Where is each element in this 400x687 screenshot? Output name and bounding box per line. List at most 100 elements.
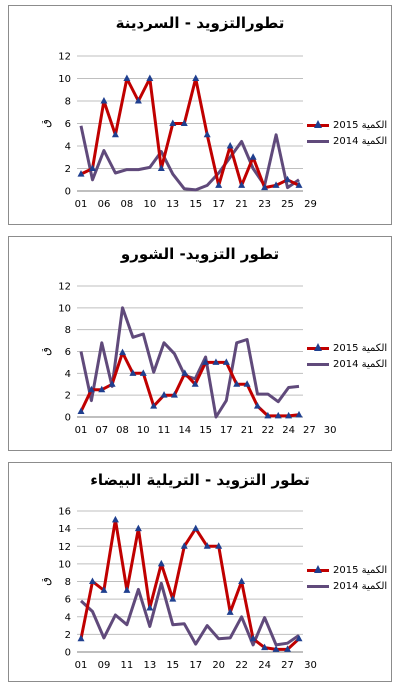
data-point-2015 bbox=[295, 634, 303, 642]
data-point-2015 bbox=[160, 391, 168, 398]
x-tick-label: 14 bbox=[178, 425, 191, 436]
x-tick-label: 29 bbox=[304, 199, 317, 210]
x-tick-label: 07 bbox=[95, 425, 108, 436]
x-tick-label: 01 bbox=[75, 199, 88, 210]
y-tick-label: 2 bbox=[65, 391, 71, 402]
y-tick-label: 14 bbox=[58, 524, 71, 535]
y-tick-label: 12 bbox=[58, 542, 71, 553]
data-point-2015 bbox=[129, 369, 137, 376]
x-tick-label: 10 bbox=[143, 199, 156, 210]
legend-label-2014: 2014 الكمية bbox=[333, 135, 388, 147]
x-tick-label: 09 bbox=[98, 660, 111, 671]
legend-swatch-2015 bbox=[307, 120, 329, 130]
data-point-2015 bbox=[222, 358, 230, 365]
x-tick-label: 21 bbox=[235, 199, 248, 210]
y-axis-label: ق bbox=[39, 347, 52, 356]
data-point-2015 bbox=[180, 542, 188, 549]
legend-swatch-2015 bbox=[307, 343, 329, 353]
data-point-2015 bbox=[274, 411, 282, 419]
chart-legend: 2015 الكمية 2014 الكمية bbox=[307, 562, 387, 594]
legend-item-2014: 2014 الكمية bbox=[307, 578, 387, 594]
data-point-2015 bbox=[249, 153, 257, 160]
data-point-2015 bbox=[203, 542, 211, 549]
x-tick-label: 22 bbox=[235, 660, 248, 671]
x-tick-label: 25 bbox=[281, 199, 294, 210]
x-tick-label: 08 bbox=[121, 199, 134, 210]
x-tick-label: 06 bbox=[98, 199, 111, 210]
data-point-2015 bbox=[108, 380, 116, 387]
data-point-2015 bbox=[134, 524, 142, 532]
data-point-2015 bbox=[261, 643, 269, 651]
x-tick-label: 30 bbox=[304, 660, 317, 671]
data-point-2015 bbox=[264, 411, 272, 419]
y-tick-label: 2 bbox=[65, 630, 71, 641]
data-point-2015 bbox=[111, 515, 119, 523]
data-point-2015 bbox=[146, 74, 154, 81]
y-tick-label: 0 bbox=[65, 648, 71, 659]
data-point-2015 bbox=[77, 407, 85, 415]
series-line-2015 bbox=[80, 77, 300, 190]
chart-title: تطور التزويد- الشورو bbox=[120, 245, 280, 263]
data-point-2015 bbox=[284, 645, 292, 652]
data-point-2015 bbox=[77, 170, 85, 177]
y-tick-label: 4 bbox=[65, 142, 71, 153]
series-line-2014 bbox=[79, 581, 300, 647]
data-point-2015 bbox=[169, 595, 177, 602]
y-tick-label: 0 bbox=[65, 187, 71, 198]
data-point-2015 bbox=[180, 119, 188, 126]
series-line-2015 bbox=[79, 351, 300, 418]
x-tick-label: 27 bbox=[281, 660, 294, 671]
x-tick-label: 24 bbox=[258, 660, 271, 671]
y-tick-label: 10 bbox=[58, 559, 71, 570]
y-axis-label: ق bbox=[39, 577, 52, 586]
data-point-2015 bbox=[285, 411, 293, 419]
legend-label-2015: 2015 الكمية bbox=[333, 564, 388, 576]
data-point-2015 bbox=[226, 142, 234, 149]
data-point-2015 bbox=[203, 130, 211, 138]
legend-label-2014: 2014 الكمية bbox=[333, 358, 388, 370]
data-point-2015 bbox=[243, 380, 251, 387]
data-point-2015 bbox=[98, 385, 106, 393]
y-tick-label: 10 bbox=[58, 74, 71, 85]
data-point-2015 bbox=[88, 164, 96, 171]
data-point-2015 bbox=[249, 634, 257, 642]
chart-title: تطور التزويد - التريلية البيضاء bbox=[90, 471, 310, 489]
x-tick-label: 13 bbox=[143, 660, 156, 671]
data-point-2015 bbox=[295, 181, 303, 188]
x-tick-label: 17 bbox=[212, 199, 225, 210]
chart-panel-white-trevally: تطور التزويد - التريلية البيضاء 0 2 4 6 8 10 1… bbox=[8, 462, 392, 682]
data-point-2015 bbox=[100, 586, 108, 593]
data-point-2015 bbox=[202, 358, 210, 365]
x-tick-label: 01 bbox=[75, 425, 88, 436]
data-point-2015 bbox=[272, 181, 280, 188]
series-line-2014 bbox=[79, 306, 300, 419]
data-point-2015 bbox=[191, 380, 199, 387]
chart-legend: 2015 الكمية 2014 الكمية bbox=[307, 340, 387, 372]
legend-item-2015: 2015 الكمية bbox=[307, 117, 387, 133]
data-point-2015 bbox=[100, 97, 108, 104]
data-point-2015 bbox=[192, 524, 200, 532]
y-tick-label: 16 bbox=[58, 507, 71, 518]
data-point-2015 bbox=[123, 586, 131, 593]
x-tick-label: 22 bbox=[261, 425, 274, 436]
data-point-2015 bbox=[119, 348, 127, 356]
data-point-2015 bbox=[111, 130, 119, 138]
data-point-2015 bbox=[192, 74, 200, 81]
data-point-2015 bbox=[150, 402, 158, 409]
chart-legend: 2015 الكمية 2014 الكمية bbox=[307, 117, 387, 149]
data-point-2015 bbox=[146, 603, 154, 611]
data-point-2015 bbox=[170, 391, 178, 398]
legend-swatch-2014 bbox=[307, 136, 329, 146]
x-tick-label: 30 bbox=[324, 425, 337, 436]
legend-swatch-2014 bbox=[307, 581, 329, 591]
y-tick-label: 2 bbox=[65, 164, 71, 175]
x-tick-label: 17 bbox=[189, 660, 202, 671]
legend-label-2014: 2014 الكمية bbox=[333, 580, 388, 592]
legend-item-2014: 2014 الكمية bbox=[307, 356, 387, 372]
y-tick-label: 6 bbox=[65, 347, 71, 358]
chart-panel-shouro: تطور التزويد- الشورو 0 2 4 6 8 10 12 ق 01 07 08 10 1… bbox=[8, 236, 392, 451]
data-point-2015 bbox=[215, 542, 223, 549]
data-point-2015 bbox=[157, 164, 165, 171]
